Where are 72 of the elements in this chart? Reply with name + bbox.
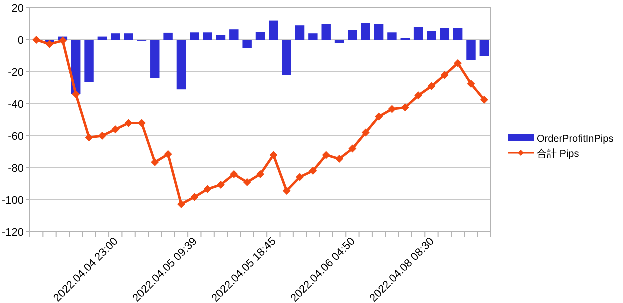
y-tick-label: -120 [2, 227, 24, 239]
bar [230, 30, 239, 40]
bar [216, 35, 226, 40]
point [190, 193, 199, 202]
y-tick-label: -40 [8, 99, 24, 111]
point [72, 90, 80, 98]
y-tick-label: 0 [18, 35, 24, 47]
point [440, 71, 449, 80]
point [98, 132, 106, 140]
point [58, 36, 67, 45]
bar [374, 24, 384, 40]
point [480, 96, 488, 104]
bar [480, 40, 490, 56]
bar [282, 40, 292, 76]
point [282, 187, 291, 196]
bar [348, 30, 358, 40]
point [375, 112, 384, 121]
y-tick-label: -80 [8, 163, 24, 175]
bar [190, 32, 200, 40]
bar [295, 26, 305, 40]
bar [440, 28, 450, 40]
bar [256, 32, 266, 40]
bar [124, 34, 134, 40]
point [32, 36, 41, 44]
bar [361, 23, 370, 40]
point [388, 105, 396, 114]
bar [308, 34, 318, 40]
bar [453, 28, 463, 40]
y-tick-label: -60 [8, 131, 24, 143]
point [467, 80, 476, 88]
point [428, 82, 436, 90]
bar [427, 31, 436, 40]
bar [203, 32, 212, 40]
point [256, 170, 264, 178]
y-tick-label: 20 [12, 3, 24, 15]
bar [176, 40, 186, 90]
point [112, 126, 120, 134]
point [216, 180, 225, 189]
bar [164, 32, 173, 40]
point [243, 178, 252, 186]
bar [322, 24, 331, 40]
point [348, 144, 357, 153]
bar [269, 20, 278, 40]
bar [334, 40, 344, 44]
legend-label: OrderProfitInPips [537, 134, 614, 145]
y-tick-label: -100 [2, 195, 24, 207]
bar [111, 34, 120, 40]
bar [150, 40, 160, 78]
point [270, 151, 278, 160]
bar [84, 40, 94, 82]
bar [414, 27, 424, 40]
point [204, 185, 212, 194]
point [85, 134, 94, 142]
point [454, 59, 462, 68]
point [414, 92, 423, 100]
point [296, 173, 304, 182]
bar [466, 40, 476, 60]
bar [98, 36, 108, 40]
bar [388, 32, 397, 40]
point [46, 40, 54, 48]
point [164, 150, 172, 158]
point [336, 155, 344, 164]
point [401, 104, 410, 112]
legend-label: 合計 Pips [537, 148, 580, 160]
point [151, 158, 160, 166]
point [309, 167, 318, 176]
bar [242, 40, 252, 48]
point [322, 151, 330, 160]
point [230, 170, 238, 178]
point [362, 128, 370, 137]
point [177, 200, 186, 208]
y-tick-label: -20 [8, 67, 24, 79]
